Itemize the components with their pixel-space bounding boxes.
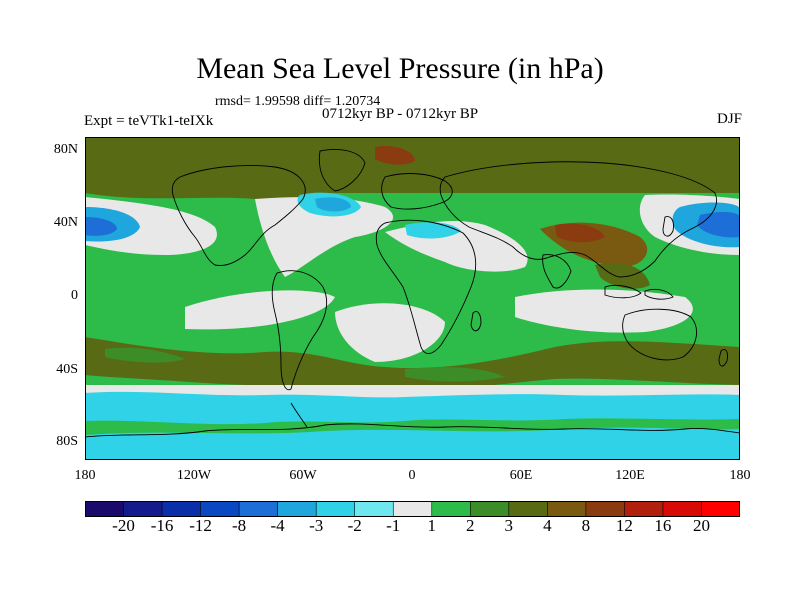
experiment-label: Expt = teVTk1-teIXk	[84, 113, 214, 129]
colorbar-label: 8	[581, 516, 591, 535]
colorbar-label: 12	[615, 516, 633, 535]
southern-olive-band	[85, 337, 740, 390]
coast-new-zealand	[718, 349, 728, 367]
colorbar-swatch	[239, 501, 278, 517]
coast-antarctica	[85, 423, 740, 438]
colorbar-swatch	[624, 501, 664, 517]
southern-olive-core-2	[405, 367, 505, 382]
colorbar-label: -1	[386, 516, 401, 535]
iceland-low-core	[315, 197, 351, 212]
colorbar-label: 3	[504, 516, 514, 535]
asia-rust	[555, 223, 605, 243]
colorbar-label: -3	[309, 516, 324, 535]
lat-label-80s: 80S	[56, 434, 78, 449]
colorbar-label: 16	[654, 516, 672, 535]
period-text: 0712kyr BP - 0712kyr BP	[322, 106, 479, 122]
season-label: DJF	[716, 111, 742, 127]
arctic-band-edge	[85, 137, 740, 200]
na-atlantic-neutral	[255, 197, 394, 277]
colorbar-swatch	[316, 501, 356, 517]
colorbar-swatch	[547, 501, 587, 517]
coast-japan	[662, 216, 674, 237]
colorbar-swatch	[662, 501, 702, 517]
colorbar-label: -4	[270, 516, 285, 535]
lat-label-40s: 40S	[56, 362, 78, 377]
colorbar-swatch	[393, 501, 433, 517]
colorbar-label: -8	[232, 516, 247, 535]
colorbar-label: 20	[693, 516, 710, 535]
colorbar-swatch	[701, 501, 740, 517]
antarctic-cyan	[85, 427, 740, 460]
lon-label-180w: 180	[74, 468, 96, 483]
coast-indonesia	[604, 284, 674, 300]
lon-label-180e: 180	[729, 468, 751, 483]
colorbar-swatch	[508, 501, 548, 517]
s-atlantic-neutral	[335, 303, 445, 362]
coast-australia	[622, 308, 698, 361]
colorbar-swatch	[277, 501, 317, 517]
colorbar-label: -16	[150, 516, 174, 535]
colorbar-swatch	[431, 501, 471, 517]
coast-asia	[439, 161, 717, 278]
arctic-brown-patch	[375, 145, 415, 165]
pressure-map	[85, 137, 740, 460]
colorbar-label: 4	[543, 516, 552, 535]
southern-olive-core-1	[105, 347, 185, 363]
lon-label-120e: 120E	[615, 468, 645, 483]
lat-label-0: 0	[71, 288, 78, 303]
colorbar-swatch	[354, 501, 394, 517]
map-title: Mean Sea Level Pressure (in hPa)	[196, 52, 604, 85]
colorbar-swatch	[85, 501, 124, 517]
s-indian-neutral	[515, 289, 693, 333]
coastlines	[85, 149, 740, 438]
s-ocean-cyan-1	[85, 391, 740, 425]
lon-label-120w: 120W	[176, 468, 212, 483]
colorbar-swatch	[162, 501, 201, 517]
lon-label-0: 0	[408, 468, 416, 483]
coast-north-america	[171, 165, 306, 266]
lon-label-60w: 60W	[289, 468, 317, 483]
colorbar-label: -20	[112, 516, 135, 535]
map-frame	[85, 137, 740, 460]
colorbar-swatch	[123, 501, 163, 517]
colorbar-swatch	[200, 501, 240, 517]
colorbar-label: -12	[189, 516, 212, 535]
lat-label-80n: 80N	[53, 142, 78, 157]
coast-south-america	[271, 270, 327, 391]
lat-label-40n: 40N	[53, 215, 78, 230]
colorbar-swatch	[470, 501, 510, 517]
coast-india	[542, 254, 572, 289]
colorbar-label: 2	[466, 516, 475, 535]
lon-label-60e: 60E	[509, 468, 533, 483]
colorbar-frame	[85, 501, 740, 517]
coast-greenland	[318, 149, 366, 192]
colorbar-swatch	[585, 501, 625, 517]
rmsd-diff-text: rmsd= 1.99598 diff= 1.20734	[215, 94, 381, 109]
eq-pacific-neutral	[185, 290, 335, 330]
colorbar-label: -2	[347, 516, 362, 535]
coast-antarctic-peninsula	[290, 402, 308, 428]
colorbar	[85, 501, 740, 517]
colorbar-label: 1	[427, 516, 437, 535]
se-asia-olive	[595, 263, 650, 289]
n-atlantic-low-core-left	[85, 217, 117, 236]
coast-africa	[375, 219, 477, 354]
coast-madagascar	[470, 311, 482, 332]
coast-europe	[381, 173, 453, 210]
